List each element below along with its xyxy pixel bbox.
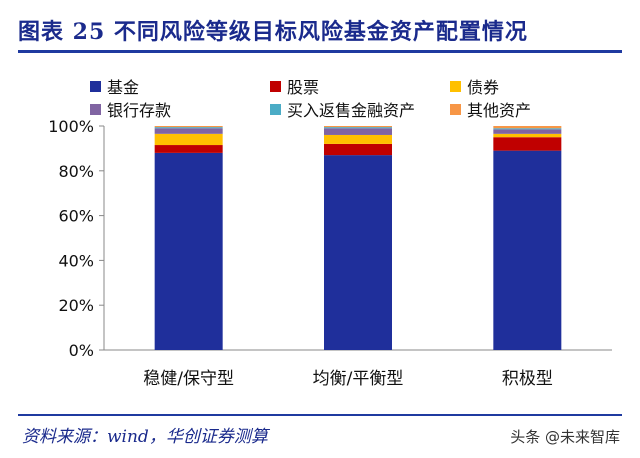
legend-label: 股票 xyxy=(287,78,320,97)
bar-segment xyxy=(493,150,562,350)
legend-item: 股票 xyxy=(270,74,319,98)
source-note: 资料来源：wind，华创证券测算 xyxy=(22,427,268,447)
y-tick-label: 60% xyxy=(58,207,94,226)
bar-segment xyxy=(324,126,392,128)
legend-item: 基金 xyxy=(90,74,139,98)
stacked-bar-chart: 0% 20% 40% 60% 80% 100% 稳健/保守型 均衡/平衡型 积极型 xyxy=(48,117,612,389)
bar-segment xyxy=(324,134,392,144)
y-tick-label: 100% xyxy=(48,117,94,136)
legend-swatch xyxy=(90,80,101,92)
y-tick-label: 20% xyxy=(58,296,94,315)
chart-title: 图表 25 不同风险等级目标风险基金资产配置情况 xyxy=(18,19,528,45)
legend-item: 债券 xyxy=(450,74,499,98)
legend-item: 其他资产 xyxy=(450,97,531,121)
watermark: 头条 @未来智库 xyxy=(510,428,620,446)
legend-label: 买入返售金融资产 xyxy=(287,101,416,120)
legend-swatch xyxy=(450,80,461,92)
legend-swatch xyxy=(90,103,101,115)
legend-label: 其他资产 xyxy=(467,101,532,120)
y-tick-label: 40% xyxy=(58,251,94,270)
legend-label: 基金 xyxy=(107,78,140,97)
legend-swatch xyxy=(450,103,461,115)
bar-segment xyxy=(154,128,223,134)
bar-segment xyxy=(493,133,562,138)
x-tick-label: 稳健/保守型 xyxy=(143,369,234,389)
bar-segment xyxy=(154,152,223,350)
bar-segment xyxy=(493,126,562,129)
bar-segment xyxy=(324,143,392,156)
bar-segment xyxy=(154,126,223,128)
bar-segment xyxy=(324,128,392,135)
legend-label: 债券 xyxy=(467,78,500,97)
footer-divider xyxy=(18,414,622,416)
bar-segment xyxy=(493,128,562,130)
legend-swatch xyxy=(270,103,281,115)
y-tick-label: 0% xyxy=(69,341,94,360)
x-tick-label: 均衡/平衡型 xyxy=(313,369,404,389)
x-tick-label: 积极型 xyxy=(502,369,553,389)
legend-swatch xyxy=(270,80,281,92)
bar-segment xyxy=(493,137,562,151)
bar-segment xyxy=(154,133,223,146)
title-divider xyxy=(18,50,622,53)
bar-segment xyxy=(324,155,392,350)
legend: 基金 股票 债券银行存款 买入返售金融资产 其他资产 xyxy=(90,74,610,120)
bar-segment xyxy=(154,145,223,153)
bar-segment xyxy=(493,129,562,134)
legend-item: 买入返售金融资产 xyxy=(270,97,415,121)
y-tick-label: 80% xyxy=(58,162,94,181)
bar-segment xyxy=(154,127,223,129)
bar-segment xyxy=(324,127,392,129)
legend-label: 银行存款 xyxy=(107,101,172,120)
legend-item: 银行存款 xyxy=(90,97,171,121)
